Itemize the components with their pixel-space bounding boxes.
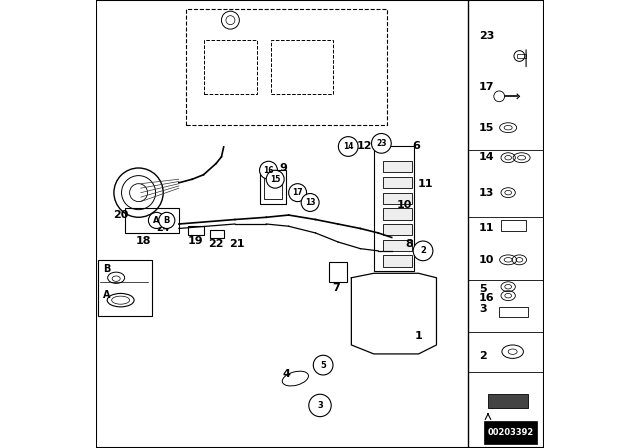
FancyBboxPatch shape (383, 193, 412, 204)
Circle shape (260, 161, 278, 179)
Text: 12: 12 (357, 142, 372, 151)
Text: 13: 13 (479, 188, 495, 198)
Text: 2: 2 (420, 246, 426, 255)
Text: 17: 17 (479, 82, 495, 92)
Text: 20: 20 (113, 210, 129, 220)
FancyBboxPatch shape (383, 161, 412, 172)
Circle shape (314, 355, 333, 375)
Text: 11: 11 (479, 224, 495, 233)
Circle shape (289, 184, 307, 202)
Text: 7: 7 (333, 283, 340, 293)
Text: 00203392: 00203392 (487, 428, 534, 437)
FancyBboxPatch shape (383, 224, 412, 235)
Text: 10: 10 (479, 255, 495, 265)
Circle shape (266, 170, 284, 188)
Text: 21: 21 (229, 239, 245, 249)
Text: 9: 9 (279, 163, 287, 173)
Text: 10: 10 (397, 200, 412, 210)
Text: 14: 14 (479, 152, 495, 162)
Circle shape (159, 212, 175, 228)
FancyBboxPatch shape (383, 208, 412, 220)
Text: 16: 16 (263, 166, 274, 175)
Text: B: B (164, 216, 170, 225)
Text: 8: 8 (406, 239, 413, 249)
Text: 4: 4 (282, 369, 291, 379)
FancyBboxPatch shape (484, 421, 538, 444)
FancyBboxPatch shape (488, 394, 529, 408)
Text: 22: 22 (208, 239, 224, 249)
Text: 23: 23 (479, 31, 495, 41)
FancyBboxPatch shape (383, 177, 412, 188)
FancyBboxPatch shape (383, 255, 412, 267)
Circle shape (309, 394, 332, 417)
Circle shape (371, 134, 391, 153)
Circle shape (339, 137, 358, 156)
Text: 3: 3 (317, 401, 323, 410)
Text: 13: 13 (305, 198, 316, 207)
Text: 1: 1 (415, 331, 422, 341)
Text: 15: 15 (270, 175, 280, 184)
Text: 24: 24 (156, 223, 170, 233)
Text: 5: 5 (479, 284, 486, 294)
Circle shape (301, 194, 319, 211)
Circle shape (413, 241, 433, 261)
Text: B: B (104, 264, 111, 274)
Text: 17: 17 (292, 188, 303, 197)
Text: 6: 6 (412, 141, 420, 151)
Text: 11: 11 (417, 179, 433, 189)
Circle shape (148, 212, 164, 228)
Text: A: A (153, 216, 160, 225)
Text: 23: 23 (376, 139, 387, 148)
Text: 14: 14 (343, 142, 353, 151)
Text: 2: 2 (479, 351, 487, 361)
Text: 16: 16 (479, 293, 495, 303)
Text: 5: 5 (320, 361, 326, 370)
Text: 15: 15 (479, 123, 495, 133)
FancyBboxPatch shape (383, 240, 412, 251)
Text: 3: 3 (479, 304, 486, 314)
Text: 18: 18 (135, 236, 151, 246)
Text: 19: 19 (188, 236, 204, 246)
Text: A: A (104, 290, 111, 300)
